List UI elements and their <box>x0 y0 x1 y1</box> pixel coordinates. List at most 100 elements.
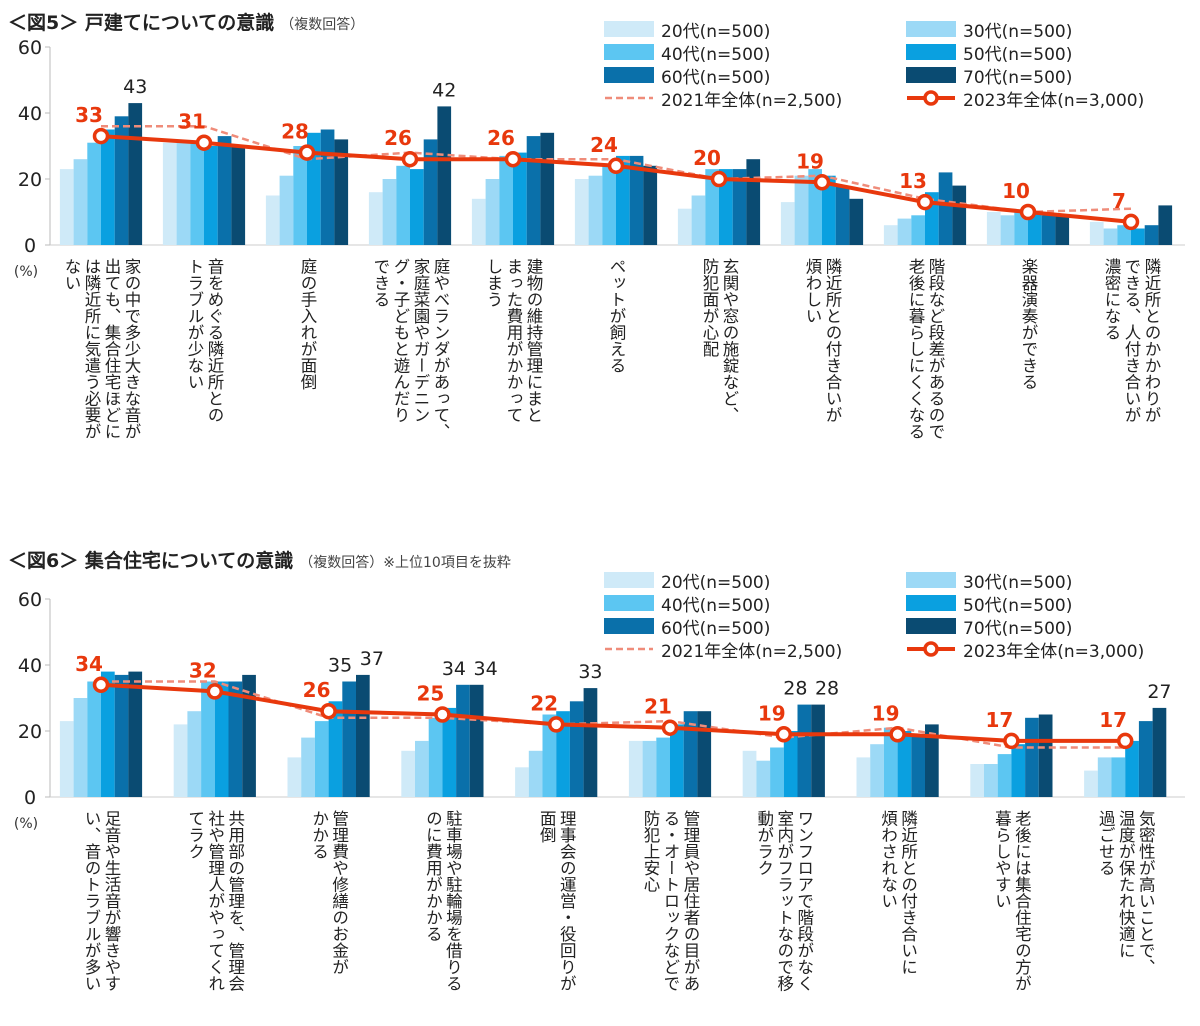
legend-label: 60代(n=500) <box>661 618 771 639</box>
point-2023 <box>1019 203 1037 221</box>
legend-swatch <box>906 44 956 60</box>
legend-swatch <box>906 21 956 37</box>
bar-70s <box>1038 714 1053 797</box>
line-value-label: 20 <box>693 146 721 170</box>
bar-40s <box>396 165 410 245</box>
bar-40s <box>499 155 513 245</box>
y-axis-unit: (%) <box>14 816 38 832</box>
bar-value-label: 27 <box>1147 681 1171 703</box>
point-2023 <box>320 702 337 720</box>
line-value-label: 22 <box>530 691 558 715</box>
legend-item: 30代(n=500) <box>905 18 1073 42</box>
bar-70s <box>540 132 555 245</box>
bar-50s <box>101 671 115 797</box>
bar-value-label: 34 <box>474 658 498 680</box>
bar-50s <box>616 155 630 245</box>
line-value-label: 26 <box>487 126 515 150</box>
legend-label: 30代(n=500) <box>963 21 1073 42</box>
bar-50s <box>670 724 684 797</box>
legend-label: 2021年全体(n=2,500) <box>661 641 843 662</box>
point-2023 <box>607 157 625 175</box>
legend-item: 70代(n=500) <box>905 64 1072 88</box>
legend-swatch <box>604 572 654 588</box>
bar-30s <box>415 740 429 797</box>
bar-60s <box>797 704 812 797</box>
bar-30s <box>984 764 998 797</box>
category-label: 家の中で多少大きな音が 出ても、集合住宅ほどに は隣近所に気遣う必要が ない <box>62 258 141 440</box>
category-label: 足音や生活音が響きやす い、音のトラブルが多い <box>82 810 121 992</box>
legend-swatch <box>906 572 956 588</box>
bar-60s <box>217 136 232 245</box>
bar-20s <box>368 192 383 245</box>
bar-value-label: 33 <box>578 661 602 683</box>
bar-20s <box>628 740 643 797</box>
legend-label: 40代(n=500) <box>661 595 771 616</box>
legend-swatch <box>907 641 955 657</box>
legend-swatch <box>906 67 956 83</box>
chart1-title: ＜図5＞ 戸建てについての意識 （複数回答） <box>8 8 364 35</box>
bar-30s <box>176 142 191 245</box>
bar-70s <box>231 146 246 245</box>
bar-50s <box>1125 740 1139 797</box>
legend-item: 20代(n=500) <box>603 18 770 42</box>
bar-60s <box>456 684 470 797</box>
point-2023 <box>1003 732 1020 750</box>
bar-70s <box>1158 205 1173 245</box>
point-2023 <box>1116 732 1134 750</box>
legend-label: 30代(n=500) <box>963 572 1073 593</box>
bar-60s <box>114 674 129 797</box>
bar-40s <box>656 737 670 797</box>
category-label: 隣近所とのかかわりが できる、人付き合いが 濃密になる <box>1102 258 1161 423</box>
bar-20s <box>986 212 1001 245</box>
bar-value-label: 28 <box>783 678 807 700</box>
bar-60s <box>629 155 644 245</box>
legend-swatch <box>906 618 956 634</box>
bar-20s <box>401 750 415 797</box>
bar-20s <box>742 750 757 797</box>
legend-swatch <box>906 595 956 611</box>
line-value-label: 31 <box>178 110 206 134</box>
legend-swatch <box>604 618 654 634</box>
bar-20s <box>970 764 984 797</box>
line-value-label: 25 <box>416 682 444 706</box>
category-label: 共用部の管理を、管理会 社や管理人がやってくれ てラク <box>185 810 245 992</box>
line-value-label: 21 <box>644 695 672 719</box>
bar-50s <box>513 152 527 245</box>
bar-40s <box>428 717 443 797</box>
legend-item: 20代(n=500) <box>603 569 770 593</box>
bar-20s <box>1084 770 1098 797</box>
bar-60s <box>320 129 335 245</box>
bar-60s <box>1041 215 1056 245</box>
bar-40s <box>997 754 1012 797</box>
point-2023 <box>661 719 679 736</box>
point-2023 <box>813 174 831 191</box>
point-2023 <box>775 726 793 743</box>
category-label: 隣近所との付き合いに 煩わされない <box>878 810 918 975</box>
legend-item: 50代(n=500) <box>905 592 1072 616</box>
bar-60s <box>423 139 438 245</box>
bar-20s <box>574 179 589 245</box>
category-label: 音をめぐる隣近所との トラブルが少ない <box>185 258 224 423</box>
legend-swatch <box>604 595 654 611</box>
bar-60s <box>342 681 356 797</box>
bar-50s <box>307 132 321 245</box>
bar-50s <box>1011 744 1026 797</box>
point-2023 <box>1122 213 1140 231</box>
bar-70s <box>811 704 825 797</box>
chart2: 0 20 40 60 (%) 35 37 34 34 33 28 28 27 34 32 26 25 22 21 19… <box>14 589 1185 832</box>
bar-50s <box>101 129 115 245</box>
bar-30s <box>528 750 543 797</box>
bar-40s <box>293 146 307 245</box>
bar-50s <box>442 707 457 797</box>
category-label: 楽器演奏ができる <box>1019 258 1038 390</box>
bar-60s <box>526 136 541 245</box>
bar-20s <box>59 169 74 245</box>
y-tick-label: 20 <box>18 721 42 743</box>
bar-70s <box>746 159 761 245</box>
point-2023 <box>195 134 213 151</box>
bar-20s <box>265 195 280 245</box>
bar-70s <box>1152 707 1167 797</box>
bar-20s <box>173 724 188 797</box>
bar-70s <box>128 671 143 797</box>
legend-item: 2021年全体(n=2,500) <box>603 638 843 662</box>
